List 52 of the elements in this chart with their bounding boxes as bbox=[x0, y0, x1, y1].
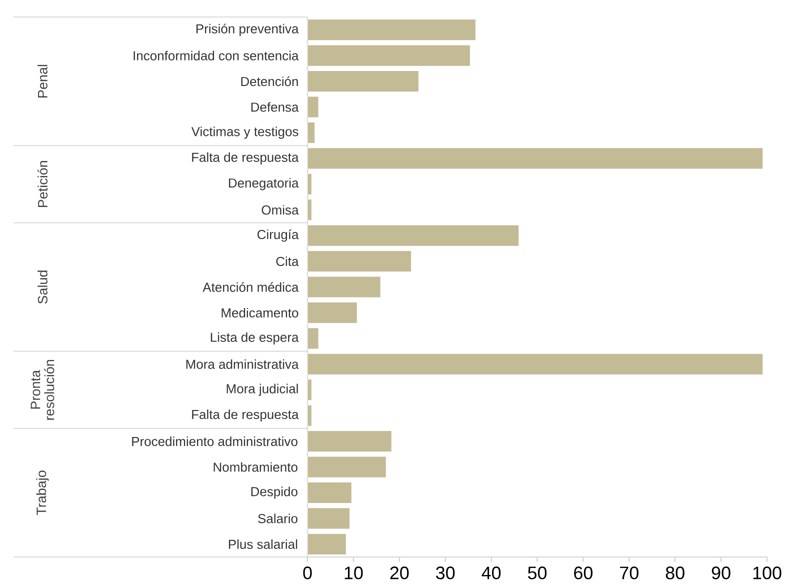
y-axis-title: Salud bbox=[38, 270, 48, 304]
x-tick-label: 100 bbox=[753, 566, 782, 580]
x-tick-label: 70 bbox=[620, 566, 638, 580]
y-tick-label: Falta de respuesta bbox=[192, 410, 299, 422]
y-tick-label: Omisa bbox=[262, 205, 299, 215]
y-tick-label: Nombramiento bbox=[214, 462, 298, 472]
y-tick-label: Defensa bbox=[251, 102, 299, 112]
bar bbox=[307, 482, 352, 504]
y-axis-title: Pronta resolución bbox=[30, 360, 54, 420]
y-axis-title: Penal bbox=[38, 64, 48, 98]
x-tick-label: 50 bbox=[528, 566, 547, 580]
y-tick-label: Falta de respuesta bbox=[192, 152, 299, 164]
x-tick-label: 40 bbox=[482, 566, 501, 580]
bar bbox=[307, 430, 392, 452]
x-tick-label: 10 bbox=[344, 566, 363, 580]
y-tick-label: Cirugía bbox=[257, 229, 299, 242]
y-tick-label: Denegatoria bbox=[228, 178, 299, 190]
y-tick-label: Procedimiento administrativo bbox=[132, 436, 298, 446]
bar bbox=[307, 276, 381, 298]
x-tick-label: 80 bbox=[666, 566, 684, 580]
y-tick-label: Plus salarial bbox=[228, 539, 298, 549]
bar bbox=[307, 44, 470, 66]
bar bbox=[307, 96, 319, 118]
y-axis-title: Petición bbox=[37, 161, 48, 208]
bar bbox=[307, 19, 476, 41]
y-tick-label: Victimas y testigos bbox=[191, 126, 298, 139]
bar bbox=[307, 122, 316, 144]
bar bbox=[307, 508, 350, 530]
y-tick-label: Atención médica bbox=[202, 282, 299, 292]
bar bbox=[307, 328, 319, 350]
y-tick-label: Lista de espera bbox=[210, 332, 299, 344]
bar bbox=[307, 456, 386, 478]
y-tick-label: Mora administrativa bbox=[186, 359, 299, 369]
bar bbox=[307, 302, 358, 324]
x-tick-label: 30 bbox=[436, 566, 455, 580]
y-tick-label: Inconformidad con sentencia bbox=[134, 50, 299, 60]
y-tick-label: Cita bbox=[276, 256, 299, 266]
bar bbox=[307, 250, 412, 272]
x-tick-label: 90 bbox=[712, 566, 730, 580]
x-tick-label: 0 bbox=[303, 566, 312, 580]
y-tick-label: Despido bbox=[251, 486, 298, 499]
y-tick-label: Medicamento bbox=[222, 308, 298, 318]
y-tick-label: Detención bbox=[241, 76, 298, 86]
y-tick-label: Prisión preventiva bbox=[196, 24, 299, 36]
y-tick-label: Mora judicial bbox=[226, 384, 298, 396]
y-axis-title: Trabajo bbox=[36, 470, 49, 516]
bar bbox=[307, 224, 520, 246]
x-tick-label: 60 bbox=[574, 566, 593, 580]
bar bbox=[307, 533, 346, 555]
y-tick-label: Salario bbox=[258, 514, 298, 524]
bar bbox=[307, 70, 419, 92]
x-tick-label: 20 bbox=[390, 566, 409, 580]
